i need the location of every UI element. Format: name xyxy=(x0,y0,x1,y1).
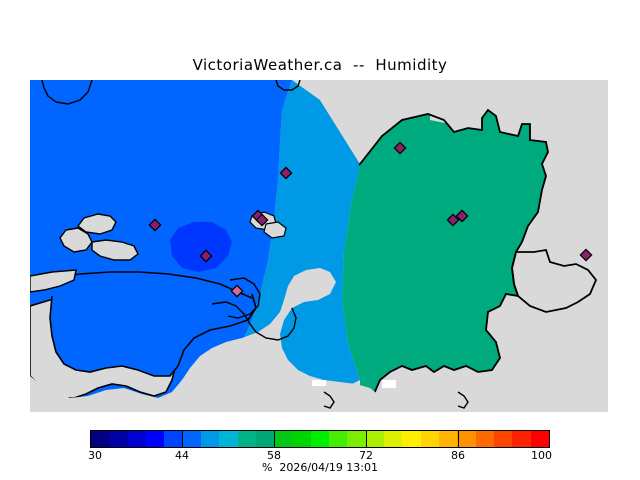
colorbar-swatch xyxy=(145,431,165,447)
colorbar xyxy=(90,430,550,448)
colorbar-swatch xyxy=(365,431,384,447)
station-marker[interactable] xyxy=(255,213,269,227)
colorbar-swatch xyxy=(530,431,549,447)
colorbar-swatch xyxy=(219,431,238,447)
colorbar-swatch xyxy=(310,431,330,447)
coastline-east-island xyxy=(511,248,598,313)
colorbar-swatch xyxy=(127,431,146,447)
island-small-2 xyxy=(59,227,93,253)
station-marker[interactable] xyxy=(393,141,407,155)
station-marker[interactable] xyxy=(455,209,469,223)
colorbar-caption: % 2026/04/19 13:01 xyxy=(261,461,379,474)
colorbar-label-min: 30 xyxy=(88,449,102,462)
humidity-region-mid xyxy=(342,110,596,412)
colorbar-tick-labels: 30 44 58 72 86 100 xyxy=(88,449,552,463)
bay-notch-1 xyxy=(266,380,280,388)
colorbar-swatch xyxy=(475,431,494,447)
colorbar-swatch xyxy=(182,431,201,447)
colorbar-swatch xyxy=(91,431,110,447)
islet-top-center xyxy=(275,80,301,91)
station-marker[interactable] xyxy=(579,248,593,262)
station-marker[interactable] xyxy=(446,213,460,227)
land-southeast xyxy=(370,280,608,412)
colorbar-label-58: 58 xyxy=(267,449,281,462)
colorbar-swatch xyxy=(438,431,458,447)
colorbar-tick-58 xyxy=(274,430,275,448)
station-marker[interactable] xyxy=(279,166,293,180)
station-marker[interactable] xyxy=(230,284,244,298)
map-panel[interactable] xyxy=(30,80,608,412)
humidity-region-very-low xyxy=(170,222,232,272)
colorbar-swatch xyxy=(512,431,531,447)
coastline-island-south xyxy=(49,293,257,377)
colorbar-swatch xyxy=(274,431,293,447)
inlet-northwest xyxy=(30,269,77,293)
islet-lower-right xyxy=(457,391,469,409)
colorbar-tick-72 xyxy=(366,430,367,448)
colorbar-swatch xyxy=(420,431,439,447)
colorbar-swatch xyxy=(347,431,366,447)
colorbar-swatch xyxy=(237,431,256,447)
colorbar-label-44: 44 xyxy=(175,449,189,462)
colorbar-swatch xyxy=(109,431,128,447)
colorbar-swatch xyxy=(255,431,275,447)
colorbar-swatch xyxy=(384,431,403,447)
humidity-region-mid-low xyxy=(212,80,360,412)
station-marker[interactable] xyxy=(148,218,162,232)
colorbar-label-86: 86 xyxy=(451,449,465,462)
coastline-top-left-arc xyxy=(41,80,93,105)
island-small-3 xyxy=(91,239,139,261)
islet-lower-center xyxy=(323,391,335,409)
coastline-inlet-central xyxy=(227,277,261,319)
bay-notch-3 xyxy=(382,380,396,388)
colorbar-label-max: 100 xyxy=(531,449,552,462)
colorbar-tick-44 xyxy=(182,430,183,448)
humidity-map[interactable] xyxy=(30,80,608,412)
colorbar-swatch xyxy=(329,431,348,447)
colorbar-swatch xyxy=(457,431,476,447)
coastline-victoria xyxy=(211,301,297,341)
bay-notch-2 xyxy=(312,380,326,386)
station-marker[interactable] xyxy=(199,249,213,263)
land-mainland-ne xyxy=(430,80,608,370)
colorbar-label-72: 72 xyxy=(359,449,373,462)
humidity-peninsula-blue xyxy=(50,270,256,376)
coastline-north xyxy=(359,108,549,243)
station-markers[interactable] xyxy=(148,141,593,298)
colorbar-swatch xyxy=(402,431,421,447)
page-title: VictoriaWeather.ca -- Humidity xyxy=(192,56,448,74)
island-small-1 xyxy=(77,213,117,235)
colorbar-swatch xyxy=(292,431,311,447)
colorbar-swatch xyxy=(200,431,220,447)
colorbar-swatch xyxy=(493,431,513,447)
colorbar-swatch xyxy=(164,431,183,447)
colorbar-tick-86 xyxy=(458,430,459,448)
colorbar-gradient xyxy=(90,430,550,448)
land-upper-strip xyxy=(292,80,444,164)
island-small-5 xyxy=(263,221,287,239)
